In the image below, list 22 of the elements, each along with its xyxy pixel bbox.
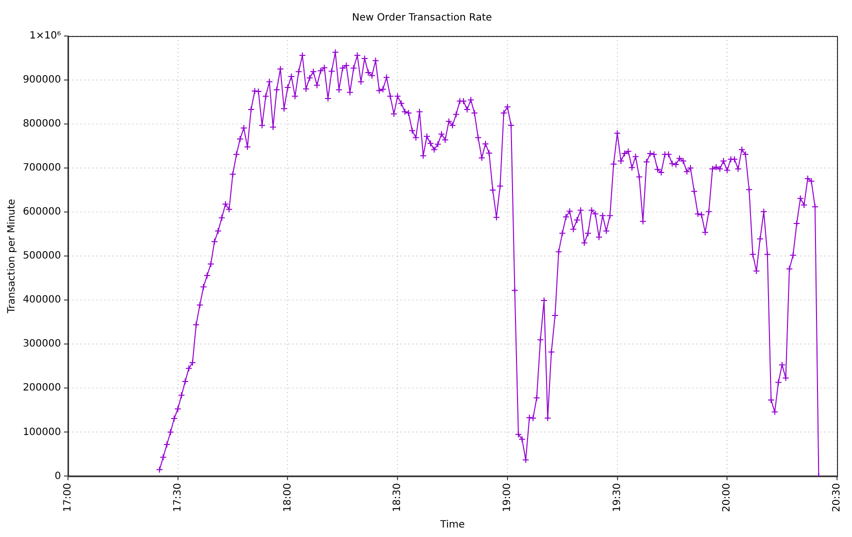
x-tick-label: 20:30 [832,483,843,512]
y-tick-label: 700000 [22,162,61,174]
y-tick-label: 500000 [22,250,61,262]
y-tick-label: 0 [54,470,61,482]
x-tick-label: 17:00 [62,483,74,512]
y-tick-label: 400000 [22,294,61,306]
y-tick-label: 200000 [22,382,61,394]
y-tick-label: 900000 [22,74,61,86]
y-tick-label: 300000 [22,338,61,350]
x-tick-label: 18:00 [282,483,294,512]
x-tick-label: 19:00 [502,483,514,512]
y-tick-label: 100000 [22,426,61,438]
y-axis-title: Transaction per Minute [6,198,18,314]
x-axis-title: Time [439,520,465,531]
x-tick-label: 19:30 [612,483,623,512]
x-tick-label: 18:30 [392,483,404,512]
x-tick-label: 17:30 [172,483,184,512]
y-tick-label: 1×10⁶ [30,30,61,42]
y-tick-label: 600000 [22,206,61,218]
y-tick-label: 800000 [22,118,61,130]
chart-title: New Order Transaction Rate [352,12,492,24]
x-tick-label: 20:00 [722,483,733,512]
